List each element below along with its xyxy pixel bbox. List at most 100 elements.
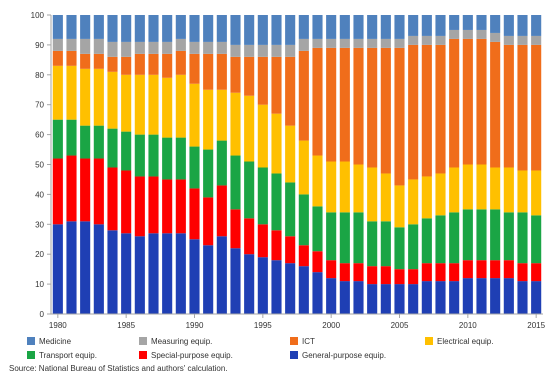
bar-segment-1980-s5 — [52, 38, 63, 51]
bar-segment-1983-s2 — [93, 125, 104, 159]
bar-segment-2002-s3 — [353, 164, 364, 213]
bar-segment-2013-s0 — [503, 278, 514, 314]
bar-segment-1998-s5 — [298, 38, 309, 51]
bar-segment-1989-s1 — [175, 179, 186, 234]
bar-segment-1981-s2 — [66, 119, 77, 156]
bar-segment-2005-s1 — [394, 269, 405, 285]
bar-segment-2007-s2 — [421, 218, 432, 264]
bar-segment-2002-s5 — [353, 38, 364, 48]
bar-segment-2001-s2 — [339, 212, 350, 264]
legend-label: Electrical equip. — [437, 337, 494, 346]
y-tick-label-0: 0 — [40, 310, 45, 319]
bar-segment-1984-s3 — [107, 71, 118, 129]
bar-segment-1987-s4 — [148, 53, 159, 75]
bar-segment-1994-s2 — [244, 161, 255, 219]
bar-segment-1980-s0 — [52, 224, 63, 314]
bar-segment-1997-s3 — [285, 125, 296, 183]
bar-segment-2009-s5 — [449, 29, 460, 39]
bar-segment-2015-s3 — [531, 170, 542, 216]
bar-segment-2009-s1 — [449, 263, 460, 282]
bar-segment-1986-s2 — [134, 134, 145, 177]
bar-segment-1995-s6 — [257, 15, 268, 45]
bar-segment-2012-s6 — [490, 15, 501, 33]
bar-segment-2000-s1 — [326, 260, 337, 279]
bar-segment-2004-s0 — [380, 284, 391, 314]
bar-segment-2004-s2 — [380, 221, 391, 267]
bar-segment-2003-s2 — [367, 221, 378, 267]
bar-segment-1984-s2 — [107, 128, 118, 168]
bar-segment-1985-s3 — [121, 74, 132, 132]
bar-segment-2007-s4 — [421, 44, 432, 177]
bar-segment-2010-s5 — [462, 29, 473, 39]
bar-segment-2015-s0 — [531, 281, 542, 314]
bar-segment-1992-s6 — [216, 15, 227, 42]
bar-segment-2011-s2 — [476, 209, 487, 261]
bar-segment-2014-s4 — [517, 44, 528, 171]
bar-segment-1993-s1 — [230, 209, 241, 249]
bar-segment-2010-s6 — [462, 15, 473, 30]
legend-label: Measuring equip. — [151, 337, 213, 346]
bar-segment-2012-s4 — [490, 41, 501, 168]
bar-segment-2009-s0 — [449, 281, 460, 314]
legend-item: Medicine — [27, 335, 71, 349]
bar-segment-2007-s0 — [421, 281, 432, 314]
bar-segment-1985-s2 — [121, 131, 132, 171]
y-tick-label-40: 40 — [35, 190, 44, 199]
bar-segment-1996-s1 — [271, 230, 282, 261]
bar-segment-2004-s6 — [380, 15, 391, 39]
bar-segment-1995-s5 — [257, 44, 268, 57]
legend-swatch — [27, 337, 35, 345]
bar-segment-1986-s5 — [134, 41, 145, 54]
bar-segment-2008-s1 — [435, 263, 446, 282]
bar-segment-1996-s0 — [271, 260, 282, 314]
bar-segment-1993-s4 — [230, 56, 241, 93]
x-tick-label-2000: 2000 — [322, 321, 340, 330]
bar-segment-2010-s1 — [462, 260, 473, 279]
bar-segment-1999-s1 — [312, 251, 323, 273]
bar-segment-1980-s4 — [52, 50, 63, 66]
bar-segment-1997-s4 — [285, 56, 296, 126]
bar-segment-1992-s0 — [216, 236, 227, 314]
bar-segment-1982-s3 — [80, 68, 91, 126]
x-tick-label-2005: 2005 — [391, 321, 409, 330]
bar-segment-1994-s5 — [244, 44, 255, 57]
bar-segment-1989-s6 — [175, 15, 186, 39]
bar-segment-1990-s3 — [189, 83, 200, 147]
bar-segment-2005-s3 — [394, 185, 405, 228]
bar-segment-1983-s4 — [93, 53, 104, 69]
bar-segment-2012-s1 — [490, 260, 501, 279]
bar-segment-2005-s6 — [394, 15, 405, 39]
bar-segment-1984-s4 — [107, 56, 118, 72]
bar-segment-1985-s6 — [121, 15, 132, 42]
bar-segment-1981-s4 — [66, 50, 77, 66]
bar-segment-2003-s1 — [367, 266, 378, 285]
bar-segment-1981-s5 — [66, 38, 77, 51]
legend-swatch — [27, 351, 35, 359]
y-tick-label-60: 60 — [35, 131, 44, 140]
bar-segment-1987-s2 — [148, 134, 159, 177]
bar-segment-2006-s3 — [408, 179, 419, 225]
x-tick-label-2010: 2010 — [459, 321, 477, 330]
bar-segment-1997-s1 — [285, 236, 296, 264]
bar-segment-1998-s6 — [298, 15, 309, 39]
bar-segment-2013-s6 — [503, 15, 514, 36]
bar-segment-2000-s5 — [326, 38, 337, 48]
bar-segment-1980-s1 — [52, 158, 63, 225]
bar-segment-2010-s0 — [462, 278, 473, 314]
bar-segment-1993-s3 — [230, 92, 241, 156]
bar-segment-2012-s0 — [490, 278, 501, 314]
legend-item: General-purpose equip. — [290, 349, 386, 363]
bar-segment-2013-s1 — [503, 260, 514, 279]
bar-segment-1981-s6 — [66, 15, 77, 39]
bar-segment-2008-s3 — [435, 173, 446, 216]
legend-swatch — [425, 337, 433, 345]
bar-segment-2005-s4 — [394, 47, 405, 186]
legend-swatch — [290, 337, 298, 345]
bar-segment-1999-s2 — [312, 206, 323, 252]
bar-segment-1982-s1 — [80, 158, 91, 222]
legend-label: General-purpose equip. — [302, 351, 387, 360]
bar-segment-1990-s0 — [189, 239, 200, 314]
bar-segment-1999-s6 — [312, 15, 323, 39]
bar-segment-2012-s5 — [490, 32, 501, 42]
